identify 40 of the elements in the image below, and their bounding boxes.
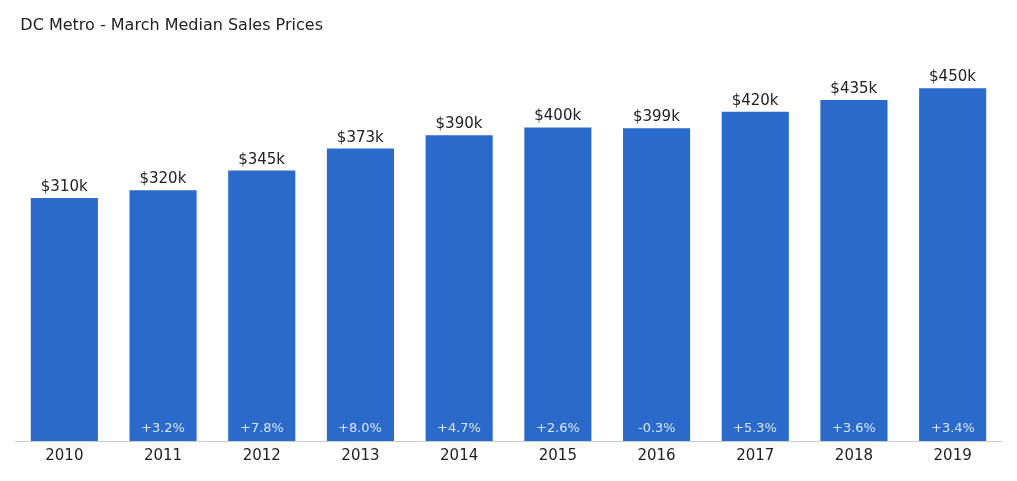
- annotation: +3.6%: [832, 420, 876, 435]
- bar: [129, 190, 197, 441]
- bar: [228, 170, 296, 441]
- annotation: -0.3%: [638, 420, 676, 435]
- bar: [30, 197, 98, 441]
- x-tick-label: 2015: [538, 446, 577, 464]
- bar: [326, 148, 395, 441]
- bar: [425, 135, 493, 441]
- data-label: $420k: [731, 90, 779, 109]
- data-label: $310k: [40, 176, 88, 195]
- x-tick-label: 2014: [440, 446, 479, 464]
- annotation: +8.0%: [338, 420, 382, 435]
- x-tick-label: 2018: [834, 446, 874, 464]
- bar: [820, 99, 888, 441]
- annotation: +3.4%: [931, 420, 975, 435]
- x-tick-label: 2016: [637, 446, 676, 464]
- bar: [524, 127, 592, 441]
- annotation: +7.8%: [240, 420, 284, 435]
- data-label: $345k: [238, 149, 286, 168]
- annotation: +5.3%: [733, 420, 777, 435]
- data-label: $400k: [534, 106, 582, 125]
- data-label: $373k: [336, 127, 385, 146]
- annotation: +2.6%: [536, 420, 580, 435]
- annotation: +3.2%: [141, 420, 185, 435]
- x-tick-label: 2013: [341, 446, 380, 464]
- bar: [721, 111, 789, 441]
- chart-title: DC Metro - March Median Sales Prices: [20, 15, 323, 35]
- data-label: $320k: [139, 169, 187, 188]
- x-tick-label: 2019: [933, 446, 972, 464]
- x-tick-label: 2017: [736, 446, 775, 464]
- annotation: +4.7%: [437, 420, 481, 435]
- x-tick-label: 2011: [143, 446, 183, 464]
- data-label: $435k: [830, 78, 878, 97]
- x-tick-label: 2010: [45, 446, 84, 464]
- data-label: $450k: [929, 67, 977, 86]
- x-tick-label: 2012: [242, 446, 281, 464]
- bar: [622, 128, 691, 441]
- data-label: $399k: [632, 107, 681, 126]
- data-label: $390k: [435, 114, 483, 133]
- bar: [919, 88, 987, 441]
